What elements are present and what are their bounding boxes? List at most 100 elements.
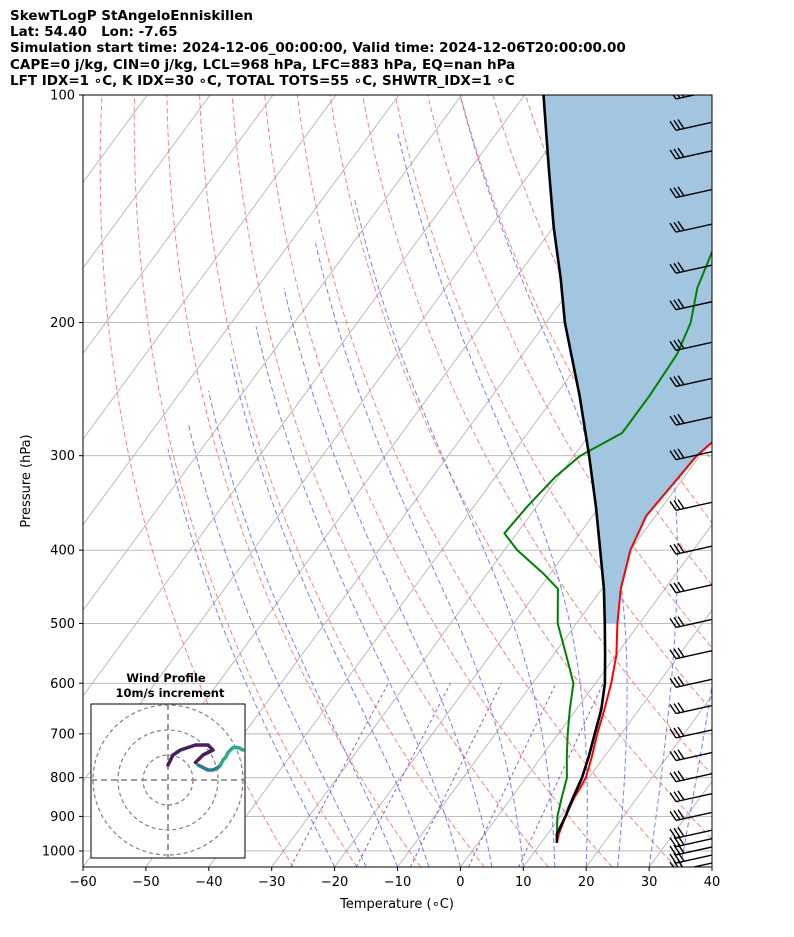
moist-adiabat-line xyxy=(255,326,461,867)
wind-barb-flag xyxy=(669,728,677,739)
wind-barb-shaft xyxy=(675,545,712,555)
wind-barb xyxy=(669,375,712,388)
moist-adiabat-line xyxy=(711,864,712,867)
wind-barb-flag xyxy=(669,772,677,783)
wind-barb xyxy=(669,676,712,688)
wind-barb-flag xyxy=(677,790,685,801)
x-tick-label: −10 xyxy=(384,875,411,890)
y-tick-label: 200 xyxy=(50,316,75,331)
wind-barb-flag xyxy=(677,770,685,781)
wind-barb-flag xyxy=(677,616,685,626)
x-tick-label: 20 xyxy=(578,875,595,890)
y-tick-label: 900 xyxy=(50,810,75,825)
wind-barb xyxy=(669,448,712,461)
wind-barb xyxy=(669,647,712,660)
wind-barb-shaft xyxy=(675,501,712,511)
dry-adiabat-line xyxy=(492,95,712,524)
wind-barb-flag xyxy=(677,147,685,158)
wind-barb-flag xyxy=(669,704,677,714)
wind-barb-flag xyxy=(677,375,685,386)
dry-adiabat-line xyxy=(231,95,549,867)
wind-barb-shaft xyxy=(690,862,712,867)
moist-adiabat-line xyxy=(353,197,556,867)
y-axis-label: Pressure (hPa) xyxy=(19,434,34,527)
wind-barb-flag xyxy=(677,726,685,737)
wind-barb-flag xyxy=(669,845,677,856)
moist-adiabat-line xyxy=(315,242,524,867)
wind-barb xyxy=(669,339,712,352)
wind-barb-flag xyxy=(669,377,677,387)
isotherm-line xyxy=(83,95,337,440)
dry-adiabat-line xyxy=(721,95,794,867)
mixing-ratio-line xyxy=(290,683,389,867)
wind-barb xyxy=(669,616,712,629)
wind-barb-flag xyxy=(669,500,677,511)
dry-adiabat-line xyxy=(427,95,712,649)
mixing-ratio-line xyxy=(518,683,604,867)
wind-barb-shaft xyxy=(675,837,712,848)
hodograph-subtitle: 10m/s increment xyxy=(116,686,225,700)
wind-barb-shaft xyxy=(675,854,712,864)
wind-barb xyxy=(669,809,712,822)
wind-barb xyxy=(672,95,698,100)
wind-barb xyxy=(669,262,712,274)
x-tick-label: 30 xyxy=(641,875,658,890)
y-tick-label: 500 xyxy=(50,617,75,632)
header-block: SkewTLogP StAngeloEnniskillen Lat: 54.40… xyxy=(10,8,626,89)
isotherm-line xyxy=(83,95,525,697)
wind-barb-flag xyxy=(669,751,677,761)
wind-barb xyxy=(669,790,712,803)
wind-barb xyxy=(669,499,712,511)
wind-barb-flag xyxy=(673,120,681,130)
wind-barb-flag xyxy=(673,543,681,554)
mixing-ratio-line xyxy=(468,683,557,867)
wind-barb-flag xyxy=(677,809,685,819)
wind-barb-flag xyxy=(669,149,677,160)
moist-adiabat-line xyxy=(167,448,336,867)
y-tick-label: 300 xyxy=(50,449,75,464)
x-tick-label: −60 xyxy=(69,875,96,890)
parcel-path-line xyxy=(542,95,607,843)
wind-barb xyxy=(669,702,712,715)
wind-barb-flag xyxy=(677,749,685,760)
y-tick-label: 700 xyxy=(50,727,75,742)
wind-barb-flag xyxy=(677,499,685,509)
wind-barb-flag xyxy=(669,618,677,628)
wind-barb xyxy=(669,220,712,233)
wind-barb-flag xyxy=(673,727,681,738)
wind-barb-shaft xyxy=(675,751,712,762)
wind-barb-flag xyxy=(669,544,677,555)
wind-barb-shaft xyxy=(675,792,712,803)
wind-barb-shaft xyxy=(675,121,712,131)
wind-barb-flag xyxy=(677,95,681,99)
wind-barb-shaft xyxy=(675,846,712,856)
moist-adiabat-line xyxy=(230,358,430,867)
wind-barb-shaft xyxy=(675,301,712,311)
wind-barb-flag xyxy=(677,298,685,309)
cape-shading xyxy=(543,95,712,624)
y-tick-label: 400 xyxy=(50,544,75,559)
x-tick-label: −40 xyxy=(195,875,222,890)
wind-barb-flag xyxy=(677,702,685,713)
wind-barb-flag xyxy=(677,542,685,553)
dry-adiabat-line xyxy=(754,95,794,867)
moist-adiabat-line xyxy=(283,287,493,867)
wind-barb-shaft xyxy=(675,678,712,688)
wind-barb-flag xyxy=(677,826,685,837)
y-axis-ticks: 100 200 300 400 500 600 700 800 900 1000 xyxy=(42,89,83,859)
wind-barb-flag xyxy=(673,810,681,820)
mixing-ratio-line xyxy=(355,683,451,867)
dry-adiabat-line xyxy=(166,95,422,867)
wind-barb-flag xyxy=(669,263,677,274)
hodograph-trace xyxy=(218,745,245,767)
wind-barb-shaft xyxy=(675,704,712,715)
dry-adiabat-line xyxy=(296,95,677,867)
wind-barb-shaft xyxy=(675,451,712,461)
wind-barb-flag xyxy=(669,415,677,426)
wind-barb xyxy=(669,851,712,864)
title-line: SkewTLogP StAngeloEnniskillen xyxy=(10,8,253,24)
dry-adiabat-line xyxy=(199,95,485,867)
x-tick-label: 40 xyxy=(704,875,721,890)
mixing-ratio-line xyxy=(409,683,502,867)
moist-adiabat-line xyxy=(187,422,367,867)
